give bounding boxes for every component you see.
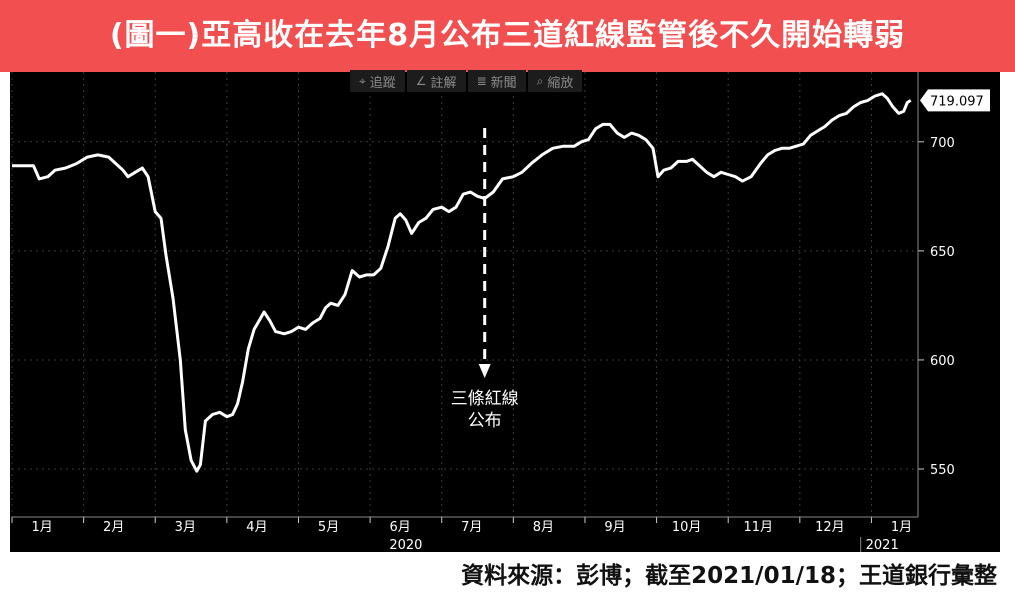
x-tick-label: 12月 bbox=[815, 520, 845, 535]
y-tick-label: 600 bbox=[930, 354, 955, 369]
toolbar-button-3[interactable]: ⌕ 縮放 bbox=[527, 70, 583, 92]
x-tick-label: 11月 bbox=[744, 520, 774, 535]
toolbar-button-1[interactable]: ∠ 註解 bbox=[406, 70, 466, 92]
grid-layer bbox=[11, 72, 918, 517]
annotation-arrow-head bbox=[478, 364, 491, 378]
annotation-label: 三條紅線 bbox=[451, 389, 519, 409]
x-tick-label: 10月 bbox=[672, 520, 702, 535]
x-tick-label: 4月 bbox=[246, 520, 267, 535]
news-icon: ≣ bbox=[476, 74, 487, 88]
toolbar-label: 縮放 bbox=[547, 75, 574, 91]
series-line bbox=[12, 92, 912, 473]
last-price-label: 719.097 bbox=[930, 94, 984, 109]
pencil-icon: ∠ bbox=[415, 74, 427, 88]
x-tick-label: 6月 bbox=[390, 520, 411, 535]
annotation-label: 公布 bbox=[468, 411, 502, 431]
year-label: 2021 bbox=[866, 538, 899, 552]
source-note: 資料來源：彭博；截至2021/01/18；王道銀行彙整 bbox=[461, 563, 997, 589]
x-tick-label: 5月 bbox=[318, 520, 339, 535]
crosshair-icon: ⌖ bbox=[359, 73, 366, 88]
axis-layer: 550 600 650 700 1月 2月 3月 4月 5月 6月 7月 8月 9月 10月 11月 12月 1… bbox=[11, 72, 955, 552]
last-price-tag-bg bbox=[920, 89, 990, 112]
toolbar-label: 註解 bbox=[430, 75, 457, 91]
x-tick-label: 1月 bbox=[891, 520, 912, 535]
y-tick-label: 550 bbox=[930, 463, 955, 478]
toolbar-label: 新聞 bbox=[490, 75, 517, 91]
y-tick-label: 700 bbox=[930, 136, 955, 151]
toolbar-button-0[interactable]: ⌖ 追蹤 bbox=[350, 70, 405, 92]
x-tick-label: 9月 bbox=[604, 520, 625, 535]
price-chart: 550 600 650 700 1月 2月 3月 4月 5月 6月 7月 8月 9月 10月 11月 12月 1… bbox=[11, 72, 990, 552]
y-tick-label: 650 bbox=[930, 245, 955, 260]
chart-toolbar: ⌖ 追蹤 ∠ 註解 ≣ 新聞 ⌕ 縮放 bbox=[350, 70, 583, 92]
x-tick-label: 8月 bbox=[533, 520, 554, 535]
x-tick-label: 3月 bbox=[175, 520, 196, 535]
last-price-tag: 719.097 bbox=[920, 89, 990, 112]
chart-panel: 550 600 650 700 1月 2月 3月 4月 5月 6月 7月 8月 9月 10月 11月 12月 1… bbox=[10, 72, 1000, 552]
x-tick-label: 7月 bbox=[461, 520, 482, 535]
zoom-icon: ⌕ bbox=[536, 73, 544, 88]
page-title: (圖一)亞高收在去年8月公布三道紅線監管後不久開始轉弱 bbox=[109, 18, 906, 53]
series-layer: 719.097 bbox=[12, 89, 990, 473]
toolbar-button-2[interactable]: ≣ 新聞 bbox=[467, 70, 526, 92]
toolbar-label: 追蹤 bbox=[369, 75, 396, 91]
year-label: 2020 bbox=[389, 538, 422, 552]
x-tick-label: 1月 bbox=[31, 520, 52, 535]
x-tick-label: 2月 bbox=[103, 520, 124, 535]
title-banner bbox=[0, 0, 1015, 72]
